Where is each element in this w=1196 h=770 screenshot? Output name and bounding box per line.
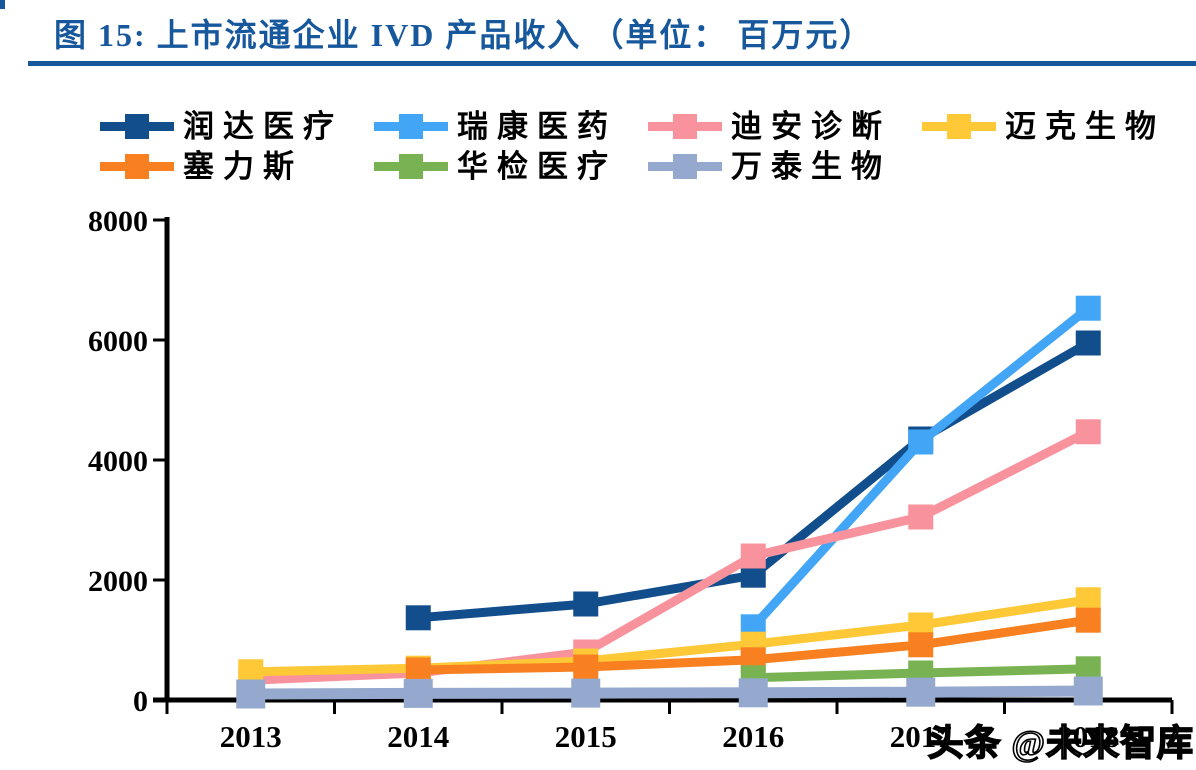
y-axis-label: 6000 bbox=[88, 325, 148, 358]
data-point-marker-塞力斯 bbox=[573, 654, 599, 680]
legend-item: 华检医疗 bbox=[374, 151, 648, 182]
legend-label: 迈克生物 bbox=[1005, 108, 1165, 144]
data-point-marker-瑞康医药 bbox=[1075, 295, 1101, 321]
data-point-marker-塞力斯 bbox=[405, 657, 431, 683]
legend-label: 瑞康医药 bbox=[457, 108, 617, 144]
legend-line-square-icon bbox=[374, 153, 448, 179]
watermark: 头条 @未来智库 bbox=[927, 722, 1194, 764]
title-divider bbox=[28, 61, 1196, 66]
legend-label: 华检医疗 bbox=[457, 148, 617, 184]
legend-item: 塞力斯 bbox=[100, 151, 374, 182]
data-point-marker-万泰生物 bbox=[738, 678, 768, 708]
y-axis-label: 8000 bbox=[88, 205, 148, 238]
data-point-marker-塞力斯 bbox=[1075, 607, 1101, 633]
legend-label: 万泰生物 bbox=[731, 148, 891, 184]
legend-line-square-icon bbox=[648, 113, 722, 139]
legend-label: 塞力斯 bbox=[183, 148, 303, 184]
legend-item: 迈克生物 bbox=[922, 111, 1196, 142]
data-point-marker-瑞康医药 bbox=[908, 429, 934, 455]
data-point-marker-润达医疗 bbox=[1075, 330, 1101, 356]
series-line-万泰生物 bbox=[250, 685, 1089, 700]
legend-item: 万泰生物 bbox=[648, 151, 922, 182]
data-point-marker-迪安诊断 bbox=[1075, 419, 1101, 445]
data-point-marker-塞力斯 bbox=[908, 632, 934, 658]
x-axis-label: 2013 bbox=[220, 719, 282, 754]
data-point-marker-万泰生物 bbox=[236, 679, 266, 709]
y-axis-label: 4000 bbox=[88, 445, 148, 478]
chart-legend: 润达医疗 瑞康医药 迪安诊断 迈克生物 塞力斯 华检医疗 万泰生物 bbox=[100, 106, 1196, 186]
legend-item: 润达医疗 bbox=[100, 111, 374, 142]
legend-label: 迪安诊断 bbox=[731, 108, 891, 144]
data-point-marker-万泰生物 bbox=[1073, 676, 1103, 706]
figure-title: 图 15: 上市流通企业 IVD 产品收入 （单位： 百万元） bbox=[54, 17, 874, 53]
series-line-迪安诊断 bbox=[250, 427, 1091, 685]
data-point-marker-万泰生物 bbox=[403, 678, 433, 708]
data-point-marker-迪安诊断 bbox=[740, 543, 766, 569]
series-line-瑞康医药 bbox=[749, 304, 1092, 630]
legend-line-square-icon bbox=[922, 113, 996, 139]
data-point-marker-迪安诊断 bbox=[908, 504, 934, 530]
legend-item: 瑞康医药 bbox=[374, 111, 648, 142]
data-point-marker-润达医疗 bbox=[405, 605, 431, 631]
corner-mark bbox=[0, 0, 5, 9]
legend-line-square-icon bbox=[100, 153, 174, 179]
legend-line-square-icon bbox=[374, 113, 448, 139]
legend-label: 润达医疗 bbox=[183, 108, 343, 144]
y-axis-label: 0 bbox=[133, 685, 148, 718]
x-axis-label: 2015 bbox=[555, 719, 617, 754]
data-point-marker-万泰生物 bbox=[906, 677, 936, 707]
legend-item: 迪安诊断 bbox=[648, 111, 922, 142]
x-axis-label: 2018 bbox=[1057, 719, 1119, 754]
legend-line-square-icon bbox=[648, 153, 722, 179]
x-axis-label: 2016 bbox=[722, 719, 784, 754]
series-line-迈克生物 bbox=[250, 595, 1089, 677]
data-point-marker-润达医疗 bbox=[573, 591, 599, 617]
data-point-marker-万泰生物 bbox=[571, 678, 601, 708]
x-axis-label: 2017 bbox=[890, 719, 952, 754]
legend-line-square-icon bbox=[100, 113, 174, 139]
x-axis-label: 2014 bbox=[387, 719, 449, 754]
y-axis-label: 2000 bbox=[88, 565, 148, 598]
